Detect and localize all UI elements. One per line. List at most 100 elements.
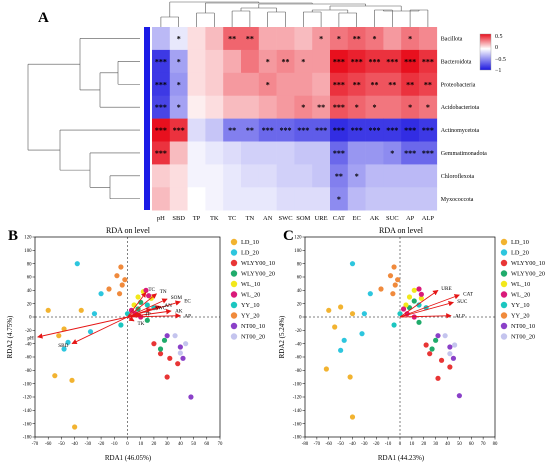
data-point (72, 424, 78, 430)
significance-star: * (266, 80, 270, 89)
arrow-label: SWC (155, 306, 167, 312)
y-tick-label: 40 (27, 289, 32, 294)
legend-entry: WL_10 (241, 281, 260, 288)
x-tick-label: -20 (373, 442, 380, 447)
data-point (172, 333, 178, 339)
heatmap-cell (312, 118, 331, 142)
heatmap-cell (330, 95, 349, 119)
heatmap-cell (152, 27, 171, 51)
significance-star: * (373, 34, 377, 43)
x-tick-label: 50 (457, 442, 462, 447)
legend-marker (230, 312, 238, 319)
significance-star: *** (297, 126, 309, 135)
y-tick-label: -180 (293, 436, 302, 441)
data-point (456, 393, 462, 399)
heatmap-cell (330, 27, 349, 51)
heatmap-cell (419, 187, 438, 211)
data-point (435, 375, 441, 381)
data-point (387, 273, 394, 279)
significance-star: *** (351, 57, 363, 66)
heatmap-cell (365, 72, 384, 96)
heatmap-cell (365, 164, 384, 188)
x-tick-label: -10 (111, 442, 118, 447)
data-point (341, 337, 347, 343)
x-tick-label: -30 (85, 442, 92, 447)
data-point (347, 374, 353, 380)
data-point (61, 346, 67, 352)
heatmap-cell (276, 27, 295, 51)
heatmap-cell (276, 118, 295, 142)
data-point (418, 295, 424, 301)
arrow-label: AN (164, 303, 172, 309)
heatmap-cell (401, 27, 420, 51)
x-axis-label-c: RDA1 (44.23%) (378, 454, 425, 462)
legend-entry: LD_20 (241, 250, 259, 257)
y-tick-label: 60 (27, 276, 32, 281)
heatmap-cell (383, 187, 402, 211)
data-point (161, 337, 168, 343)
legend-entry: WL_10 (511, 281, 530, 288)
heatmap-cell (223, 27, 242, 51)
x-tick-label: -80 (302, 442, 309, 447)
environment-arrow (399, 294, 460, 318)
legend-entry: LD_20 (511, 250, 529, 257)
data-point (175, 361, 181, 367)
data-point (118, 264, 124, 270)
legend-marker (500, 322, 508, 330)
heatmap-cell (419, 27, 438, 51)
significance-star: *** (404, 57, 416, 66)
heatmap-cell (258, 187, 277, 211)
heatmap-cell (401, 49, 420, 74)
significance-star: * (373, 103, 377, 112)
data-point (438, 357, 445, 363)
color-legend: 0.5 0 −0.5 −1 (479, 33, 506, 74)
data-point (74, 261, 80, 267)
legend-marker (230, 238, 238, 246)
data-point (87, 329, 94, 335)
data-point (52, 373, 58, 379)
column-label: ALP (422, 215, 435, 222)
heatmap-cell (383, 72, 402, 96)
heatmap-cell (312, 95, 331, 119)
significance-star: *** (386, 126, 398, 135)
heatmap-cell (347, 187, 366, 211)
heatmap-row-labels: Bacillota Bacteroidota Proteobacteria Acido… (441, 36, 487, 202)
heatmap-cell (383, 27, 402, 51)
data-point (390, 291, 396, 297)
x-tick-label: -50 (337, 442, 344, 447)
heatmap-cell (330, 72, 349, 96)
heatmap-cell (401, 118, 420, 142)
x-tick-label: 30 (433, 442, 438, 447)
significance-star: *** (280, 126, 292, 135)
x-tick-label: -60 (326, 442, 333, 447)
heatmap-cell (383, 141, 402, 165)
heatmap-cell (152, 187, 171, 211)
heatmap-cell (152, 141, 171, 165)
heatmap-cell (330, 49, 349, 74)
heatmap-cell (312, 27, 331, 51)
heatmap-cell (205, 118, 224, 142)
heatmap-cell (152, 72, 171, 96)
x-tick-label: 50 (191, 442, 196, 447)
row-label: Bacteroidota (441, 59, 472, 65)
heatmap-cell (312, 141, 331, 165)
heatmap-cell (241, 27, 260, 51)
y-tick-label: 40 (297, 289, 302, 294)
heatmap-cell (152, 95, 171, 119)
y-tick-label: -160 (293, 422, 302, 427)
arrow-label: EC (184, 298, 191, 304)
heatmap-cell (347, 49, 366, 74)
x-tick-label: -70 (32, 442, 39, 447)
heatmap-cell (312, 49, 331, 74)
data-point (416, 319, 422, 325)
x-tick-label: 0 (399, 442, 402, 447)
legend-b: LD_10 LD_20 WLYY00_10 WLYY00_20 WL_10 WL_20 YY… (230, 238, 275, 341)
data-point (391, 322, 397, 328)
x-tick-label: -40 (71, 442, 78, 447)
data-point (177, 344, 183, 350)
x-tick-label: 70 (481, 442, 486, 447)
panel-label-a: A (38, 10, 49, 26)
arrow-label: TP (145, 311, 151, 317)
heatmap-cell (169, 118, 188, 142)
heatmap-cell (383, 95, 402, 119)
